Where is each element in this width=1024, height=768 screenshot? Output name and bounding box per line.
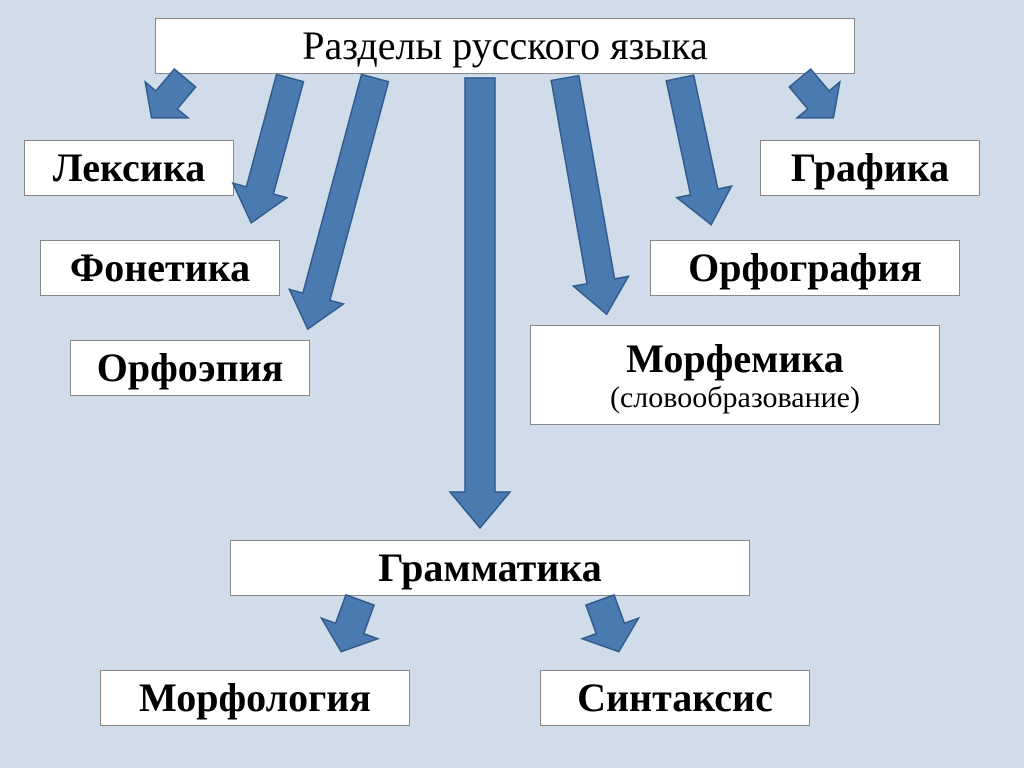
arrow-root-grammatika [435, 76, 525, 571]
root-label: Разделы русского языка [302, 24, 707, 68]
morfemika-sublabel: (словообразование) [610, 381, 860, 414]
node-grafika: Графика [760, 140, 980, 196]
orfoepiya-label: Орфоэпия [97, 346, 284, 390]
root-node: Разделы русского языка [155, 18, 855, 74]
morfemika-label: Морфемика [626, 337, 844, 381]
leksika-label: Лексика [53, 146, 206, 190]
arrow-root-morfemika [523, 69, 655, 361]
